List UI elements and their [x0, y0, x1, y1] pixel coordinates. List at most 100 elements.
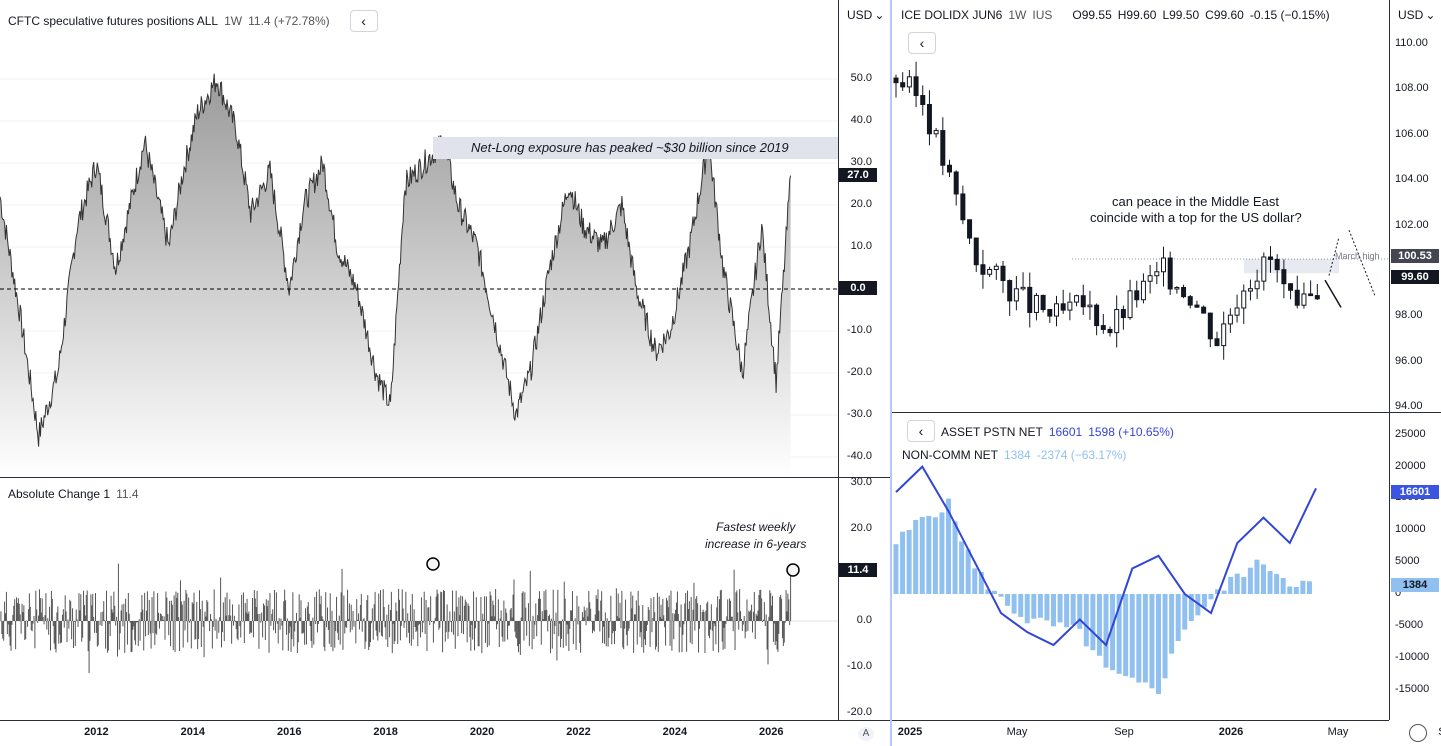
asset-legend: ASSET PSTN NET 16601 1598 (+10.65%)	[941, 425, 1174, 439]
right-price-axis[interactable]: USD ⌄	[1389, 0, 1441, 720]
noncomm-legend-title: NON-COMM NET	[902, 448, 998, 462]
left-sub-y-tick-label: -20.0	[846, 706, 872, 718]
noncomm-bar	[1123, 594, 1129, 677]
noncomm-legend: NON-COMM NET 1384 -2374 (−63.17%)	[902, 448, 1126, 462]
right-legend: ICE DOLIDX JUN6 1W IUS O99.55 H99.60 L99…	[901, 8, 1330, 22]
noncomm-legend-change: -2374 (−63.17%)	[1036, 448, 1127, 462]
right-main-pane[interactable]: ICE DOLIDX JUN6 1W IUS O99.55 H99.60 L99…	[892, 0, 1389, 412]
right-sub-y-tick-label: 0	[1395, 587, 1402, 599]
noncomm-bar	[1221, 590, 1227, 594]
right-legend-title: ICE DOLIDX JUN6	[901, 8, 1003, 22]
candle-body	[1127, 290, 1133, 319]
candle-body	[1254, 280, 1260, 290]
noncomm-bar	[1254, 559, 1260, 594]
candle-body	[1000, 265, 1006, 282]
left-x-tick-label: 2016	[276, 726, 302, 738]
right-y-tick-label: 94.00	[1395, 400, 1423, 413]
candle-body	[1181, 286, 1187, 298]
candle-body	[1154, 271, 1160, 277]
noncomm-bar	[1090, 594, 1096, 651]
candle-body	[1221, 323, 1227, 347]
candle-body	[926, 104, 932, 135]
left-x-tick-label: 2012	[84, 726, 109, 738]
candle-body	[1314, 295, 1320, 300]
left-x-tick-label: 2018	[373, 726, 398, 738]
left-legend: CFTC speculative futures positions ALL 1…	[8, 10, 378, 32]
noncomm-bar	[1051, 594, 1056, 627]
right-sub-y-tick-label: -5000	[1395, 618, 1424, 631]
candle-body	[1080, 295, 1086, 308]
right-last-tag: 99.60	[1391, 270, 1439, 284]
chevron-left-icon: ‹	[361, 13, 366, 29]
chevron-left-icon: ‹	[919, 35, 925, 51]
panel-separator[interactable]	[890, 0, 892, 746]
candle-body	[1094, 304, 1100, 327]
right-y-tick-label: 96.00	[1395, 354, 1423, 367]
left-main-pane[interactable]: CFTC speculative futures positions ALL 1…	[0, 0, 838, 477]
noncomm-bar	[1247, 567, 1253, 594]
left-time-axis[interactable]	[0, 720, 890, 746]
left-x-tick-label: 2024	[662, 726, 688, 738]
candle-body	[1268, 256, 1273, 260]
candle-body	[1247, 288, 1253, 292]
noncomm-bar	[1070, 594, 1076, 625]
noncomm-bar	[991, 590, 997, 594]
right-x-tick-label: 2025	[897, 726, 923, 738]
candle-body	[1120, 309, 1126, 319]
right-high-tag: 100.53	[1391, 249, 1439, 263]
noncomm-bar	[1267, 571, 1273, 594]
candle-body	[1020, 286, 1026, 290]
candle-body	[953, 171, 959, 195]
right-sub-collapse-button[interactable]: ‹	[907, 420, 935, 442]
noncomm-bar	[1083, 594, 1089, 647]
right-sub-y-tick-label: 5000	[1395, 555, 1420, 568]
noncomm-bar	[972, 568, 978, 594]
right-time-axis[interactable]	[892, 720, 1389, 746]
left-y-tick-label: 30.0	[850, 156, 872, 168]
candle-body	[1114, 309, 1120, 334]
candle-body	[1214, 338, 1220, 347]
right-legend-high: H99.60	[1117, 8, 1157, 22]
noncomm-bar	[952, 521, 958, 594]
candle-body	[913, 76, 919, 97]
noncomm-bar	[900, 531, 906, 594]
left-pane-separator[interactable]	[0, 477, 890, 478]
right-x-tick-label: May	[1327, 726, 1349, 738]
noncomm-bar	[959, 541, 965, 594]
right-legend-collapse-button[interactable]: ‹	[908, 32, 936, 54]
candle-body	[1074, 295, 1080, 303]
left-price-axis[interactable]: USD ⌄	[838, 0, 890, 720]
candle-body	[1207, 312, 1213, 340]
noncomm-bar	[1142, 594, 1148, 683]
settings-gear-icon[interactable]	[1409, 724, 1427, 742]
noncomm-bar	[1116, 594, 1122, 674]
candle-body	[1288, 283, 1294, 291]
noncomm-bar	[1234, 573, 1240, 594]
right-sub-pane[interactable]: ‹ ASSET PSTN NET 16601 1598 (+10.65%) NO…	[892, 413, 1389, 720]
noncomm-bar	[1110, 594, 1116, 671]
noncomm-bar	[1280, 577, 1286, 594]
right-pane-separator[interactable]	[892, 412, 1441, 413]
candle-body	[1140, 280, 1146, 301]
left-y-tick-label: 50.0	[850, 72, 872, 84]
left-sub-pane[interactable]: Absolute Change 1 11.4 Fastest weekly in…	[0, 478, 838, 720]
noncomm-bar	[1024, 594, 1030, 624]
right-sub-y-tick-label: 10000	[1395, 523, 1426, 536]
candle-body	[893, 77, 899, 84]
down-projection-arrow-dotted	[1348, 229, 1376, 297]
candle-body	[1308, 293, 1314, 297]
candle-body	[1294, 289, 1300, 306]
asset-last-tag: 16601	[1391, 485, 1439, 499]
right-currency-button[interactable]: USD ⌄	[1398, 8, 1435, 22]
march-high-zone	[1244, 258, 1339, 274]
noncomm-bar	[1044, 594, 1050, 621]
noncomm-bar	[906, 529, 912, 594]
left-legend-collapse-button[interactable]: ‹	[349, 10, 378, 32]
candle-body	[967, 219, 973, 239]
marker-circles	[426, 557, 800, 577]
auto-scale-button[interactable]: A	[858, 727, 874, 741]
left-sub-y-tick-label: 30.0	[850, 476, 872, 488]
cftc-series-line	[0, 73, 792, 447]
left-currency-button[interactable]: USD ⌄	[847, 8, 884, 22]
left-x-tick-label: 2014	[180, 726, 206, 738]
